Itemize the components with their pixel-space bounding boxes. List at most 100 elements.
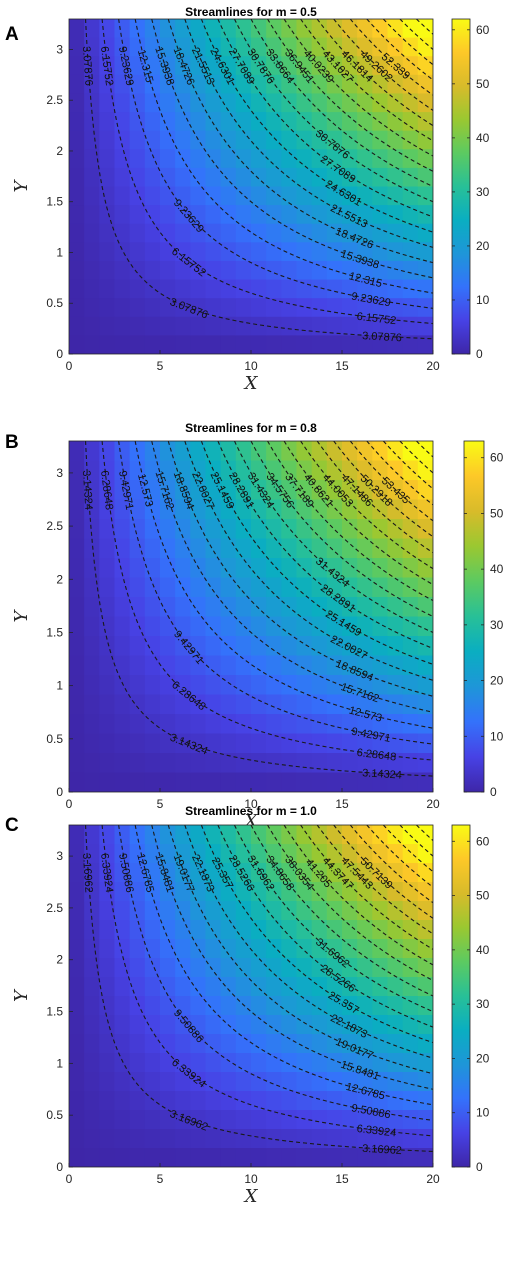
contour-line xyxy=(382,441,433,490)
contour-line xyxy=(184,441,433,681)
field-cell xyxy=(387,939,404,959)
field-cell xyxy=(372,519,389,540)
field-cell xyxy=(235,1091,252,1111)
field-cell xyxy=(387,825,404,845)
field-cell xyxy=(160,636,176,657)
contour-line xyxy=(267,19,433,172)
field-cell xyxy=(160,1034,176,1054)
field-cell xyxy=(311,694,328,715)
field-cell xyxy=(387,920,404,940)
y-tick-label: 1 xyxy=(56,1056,63,1070)
field-cell xyxy=(296,19,313,39)
field-cell xyxy=(220,260,237,281)
field-cell xyxy=(372,499,389,520)
y-tick-label: 0.5 xyxy=(46,1108,63,1122)
field-cell xyxy=(372,694,389,715)
field-cell xyxy=(372,977,389,997)
field-cell xyxy=(129,1034,146,1054)
field-cell xyxy=(387,519,404,540)
field-cell xyxy=(160,499,176,520)
field-cell xyxy=(205,56,222,76)
field-cell xyxy=(114,167,131,188)
field-cell xyxy=(296,538,313,559)
field-cell xyxy=(190,863,207,883)
field-cell xyxy=(175,958,191,978)
field-cell xyxy=(144,636,161,657)
field-cell xyxy=(387,460,404,481)
panel-letter: C xyxy=(5,815,19,836)
field-cell xyxy=(417,772,433,792)
field-cell xyxy=(402,1091,419,1111)
field-cell xyxy=(175,186,191,206)
field-cell xyxy=(342,112,358,132)
field-cell xyxy=(235,74,252,95)
field-cell xyxy=(235,825,252,845)
field-cell xyxy=(99,242,116,262)
field-cell xyxy=(99,714,116,735)
field-cell xyxy=(69,298,85,318)
field-cell xyxy=(114,519,131,540)
field-cell xyxy=(220,1091,237,1111)
contour-line xyxy=(333,441,433,538)
field-cell xyxy=(205,694,222,715)
field-cell xyxy=(144,298,161,318)
field-cell xyxy=(220,1129,237,1149)
field-cell xyxy=(84,558,100,579)
field-cell xyxy=(326,480,343,501)
field-cell xyxy=(144,655,161,676)
field-cell xyxy=(235,279,252,299)
field-cell xyxy=(99,205,116,225)
field-cell xyxy=(296,1091,313,1111)
field-cell xyxy=(129,316,146,336)
field-cell xyxy=(220,616,237,637)
field-cell xyxy=(357,844,373,864)
field-cell xyxy=(99,733,116,754)
field-cell xyxy=(311,844,328,864)
field-cell xyxy=(190,37,207,57)
field-cell xyxy=(311,996,328,1016)
field-cell xyxy=(84,675,100,696)
field-cell xyxy=(160,577,176,598)
field-cell xyxy=(175,260,191,281)
field-cell xyxy=(190,882,207,902)
field-cell xyxy=(160,93,176,113)
field-cell xyxy=(190,538,207,559)
field-cell xyxy=(205,499,222,520)
field-cell xyxy=(160,1148,176,1167)
contour-line xyxy=(300,441,433,570)
field-cell xyxy=(160,825,176,845)
field-cell xyxy=(296,675,313,696)
field-cell xyxy=(326,636,343,657)
panel-c: 3.169623.169623.169626.339246.339246.339… xyxy=(5,804,490,1207)
field-cell xyxy=(266,597,282,618)
field-cell xyxy=(160,844,176,864)
contour-line xyxy=(399,441,433,474)
field-cell xyxy=(296,901,313,921)
field-cell xyxy=(235,1034,252,1054)
field-cell xyxy=(205,480,222,501)
field-cell xyxy=(205,558,222,579)
field-cell xyxy=(84,335,100,354)
field-cell xyxy=(296,260,313,281)
contour-line xyxy=(200,825,433,1044)
field-cell xyxy=(357,205,373,225)
field-cell xyxy=(144,519,161,540)
field-cell xyxy=(326,316,343,336)
field xyxy=(69,19,433,354)
contour-lines xyxy=(85,441,433,777)
field-cell xyxy=(402,260,419,281)
field-cell xyxy=(175,205,191,225)
field-cell xyxy=(402,558,419,579)
field-cell xyxy=(311,1091,328,1111)
field-cell xyxy=(160,597,176,618)
field-cell xyxy=(220,1053,237,1073)
contour-line xyxy=(416,825,433,841)
field-cell xyxy=(251,996,267,1016)
field-cell xyxy=(114,636,131,657)
field-cell xyxy=(342,616,358,637)
colorbar-scale xyxy=(451,18,471,355)
field-cell xyxy=(69,920,85,940)
field-cell xyxy=(69,1129,85,1149)
field-cell xyxy=(114,1053,131,1073)
y-tick-label: 1.5 xyxy=(46,195,63,209)
